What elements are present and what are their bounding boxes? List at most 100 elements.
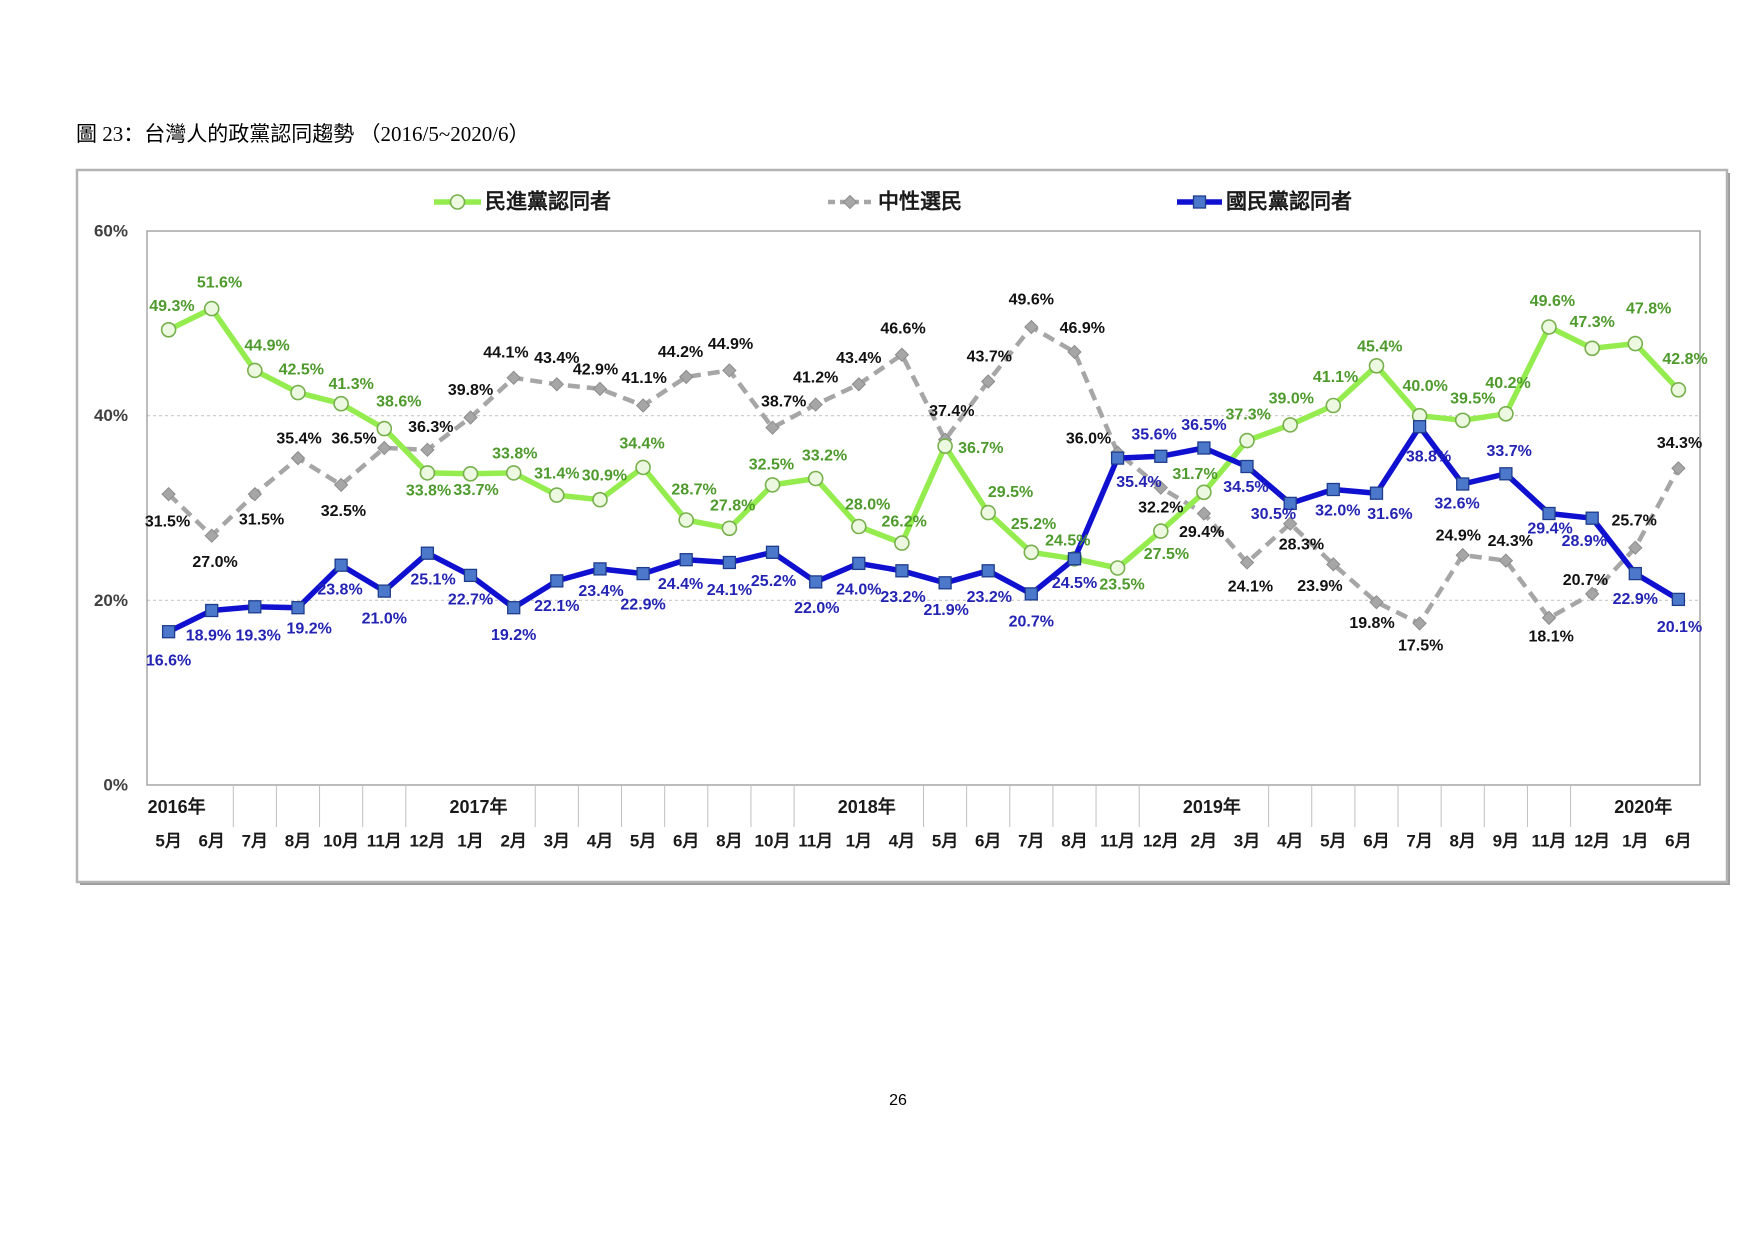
- legend-marker: [1192, 195, 1207, 209]
- data-point-marker: [161, 486, 176, 502]
- data-point-marker: [1153, 480, 1168, 495]
- data-point-marker: [420, 442, 435, 458]
- data-label: 26.2%: [882, 513, 927, 530]
- data-label: 18.9%: [186, 628, 231, 645]
- data-point-marker: [1454, 412, 1471, 429]
- x-year-label: 2018年: [838, 796, 896, 817]
- data-point-marker: [1239, 555, 1255, 570]
- data-point-marker: [937, 438, 953, 454]
- data-label: 21.9%: [924, 602, 969, 619]
- y-tick-label: 0%: [103, 776, 128, 795]
- data-point-marker: [1197, 441, 1211, 455]
- data-label: 39.8%: [448, 382, 493, 399]
- data-label: 46.6%: [880, 321, 925, 338]
- x-month-label: 11月: [367, 832, 402, 851]
- x-month-label: 1月: [1622, 832, 1648, 851]
- data-label: 23.5%: [1099, 576, 1144, 593]
- x-month-label: 7月: [1018, 832, 1044, 851]
- data-point-marker: [1541, 319, 1557, 335]
- data-point-marker: [852, 556, 866, 571]
- x-month-label: 5月: [155, 832, 181, 851]
- data-label: 32.0%: [1315, 502, 1360, 519]
- data-point-marker: [462, 465, 479, 482]
- data-label: 24.5%: [1045, 532, 1090, 549]
- data-label: 23.9%: [1297, 578, 1342, 595]
- data-labels: 49.3%51.6%44.9%42.5%41.3%38.6%33.8% 33.7%…: [145, 274, 1708, 669]
- data-point-marker: [1067, 552, 1082, 566]
- data-label: 23.8%: [317, 581, 362, 598]
- x-year-label: 2020年: [1614, 796, 1672, 817]
- data-label: 20.7%: [1563, 572, 1608, 589]
- data-point-marker: [1325, 397, 1342, 414]
- data-label: 37.3%: [1226, 406, 1271, 423]
- x-month-label: 7月: [1406, 832, 1432, 851]
- gridlines: [147, 415, 1700, 601]
- data-label: 34.4%: [619, 435, 664, 452]
- data-label: 27.5%: [1144, 546, 1189, 563]
- data-label: 19.2%: [287, 621, 332, 638]
- axes: 0% 20% 40% 60% 5月 6月 7月 8月 10月 11月 12月 1月 2月 3月 4月 5月 6月…: [94, 222, 1692, 851]
- data-label: 36.7%: [958, 440, 1003, 457]
- page-number: 26: [889, 1092, 907, 1109]
- legend: 民進黨認同者 中性選民 國民黨認同者: [434, 190, 1352, 214]
- data-point-marker: [1628, 566, 1642, 581]
- data-label: 43.7%: [967, 348, 1012, 365]
- data-label: 41.1%: [622, 370, 667, 387]
- data-point-marker: [1326, 557, 1341, 572]
- data-label: 25.1%: [410, 572, 455, 589]
- data-point-marker: [333, 395, 349, 412]
- data-label: 24.4%: [658, 576, 703, 593]
- series-1: [161, 319, 1686, 631]
- data-label: 19.2%: [491, 627, 536, 644]
- legend-item: 中性選民: [828, 190, 962, 214]
- data-label: 51.6%: [197, 274, 242, 291]
- data-point-marker: [1196, 484, 1212, 501]
- legend-marker: [842, 194, 858, 210]
- data-label: 23.2%: [967, 589, 1012, 606]
- data-label: 29.4%: [1527, 521, 1572, 538]
- data-point-marker: [420, 546, 435, 560]
- data-label: 24.1%: [707, 582, 752, 599]
- x-year-label: 2017年: [449, 796, 507, 817]
- y-tick-label: 20%: [94, 591, 128, 610]
- series-lines: [160, 300, 1687, 639]
- data-point-marker: [765, 545, 780, 559]
- figure-caption: 圖 23：台灣人的政黨認同趨勢 （2016/5~2020/6）: [76, 122, 530, 146]
- data-label: 41.2%: [793, 369, 838, 386]
- data-point-marker: [550, 574, 564, 588]
- data-label: 25.7%: [1612, 512, 1657, 529]
- data-point-marker: [636, 566, 650, 581]
- data-label: 38.8%: [1406, 448, 1451, 465]
- x-month-label: 8月: [1449, 832, 1475, 851]
- legend-label: 民進黨認同者: [485, 190, 611, 214]
- data-label: 45.4%: [1357, 338, 1402, 355]
- data-point-marker: [1498, 553, 1514, 568]
- data-point-marker: [1499, 467, 1513, 481]
- data-point-marker: [1628, 540, 1643, 555]
- data-point-marker: [1023, 544, 1040, 561]
- data-point-marker: [377, 440, 392, 456]
- x-month-label: 2月: [500, 832, 526, 851]
- data-point-marker: [1541, 610, 1557, 626]
- data-point-marker: [807, 470, 824, 487]
- data-point-marker: [548, 487, 565, 503]
- data-point-marker: [1283, 496, 1297, 511]
- data-point-marker: [894, 347, 910, 362]
- data-label: 41.3%: [329, 376, 374, 393]
- data-label: 24.0%: [836, 582, 881, 599]
- data-point-marker: [1456, 477, 1470, 491]
- data-point-marker: [1369, 486, 1384, 500]
- data-label: 34.3%: [1657, 435, 1702, 452]
- data-point-marker: [808, 397, 823, 412]
- data-point-marker: [203, 300, 220, 317]
- data-label: 33.7%: [1487, 443, 1532, 460]
- data-point-marker: [1498, 405, 1514, 422]
- data-label: 24.9%: [1436, 528, 1481, 545]
- data-label: 22.9%: [1613, 591, 1658, 608]
- data-point-marker: [635, 459, 651, 476]
- data-label: 36.5%: [331, 431, 376, 448]
- data-point-marker: [938, 576, 952, 590]
- data-label: 44.9%: [244, 337, 289, 354]
- data-point-marker: [1024, 319, 1039, 335]
